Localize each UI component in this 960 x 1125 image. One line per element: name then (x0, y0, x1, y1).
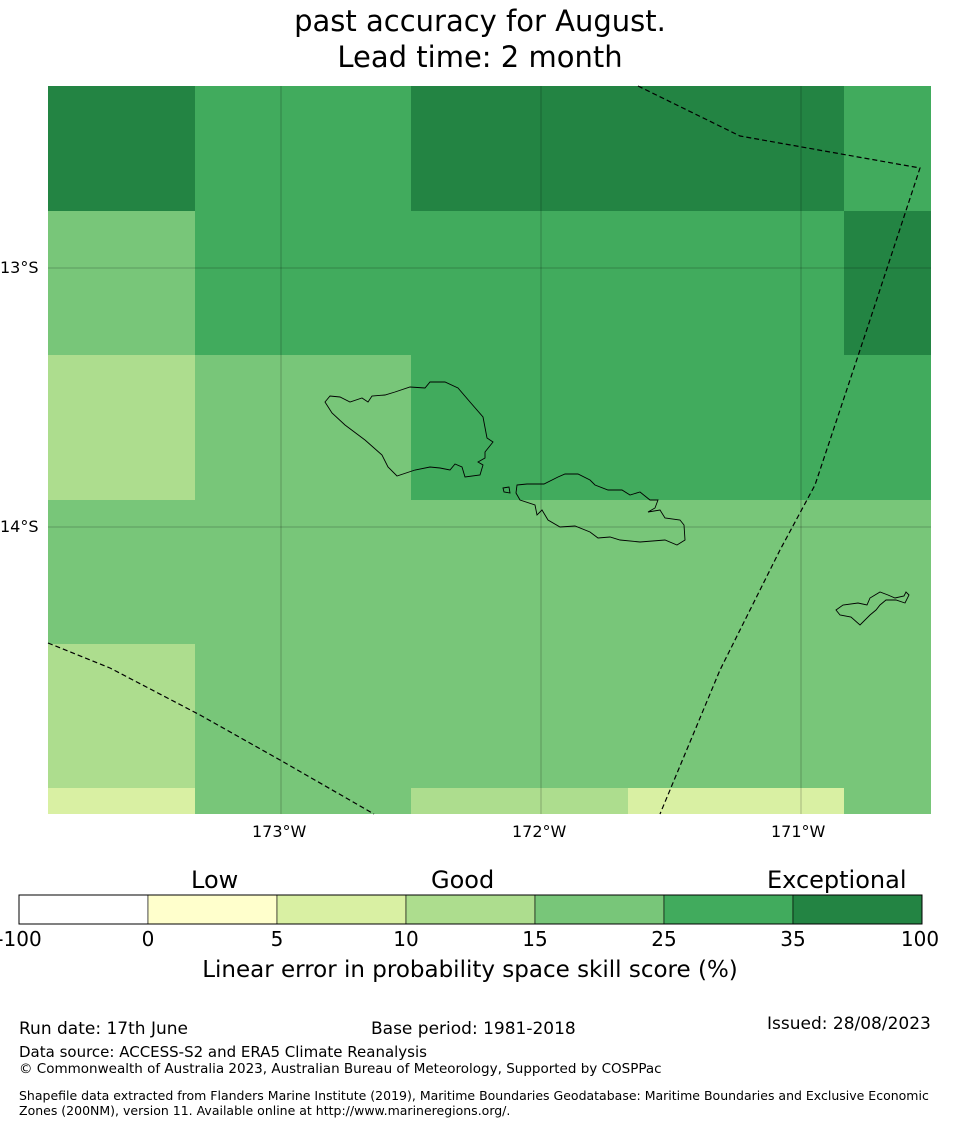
map-cell (48, 644, 195, 788)
tutuila-island (835, 591, 910, 626)
issued-date: Issued: 28/08/2023 (767, 1014, 931, 1034)
map-cell (48, 86, 195, 211)
colorbar-title: Linear error in probability space skill … (202, 957, 738, 983)
lon-label-171w: 171°W (771, 822, 826, 841)
lon-label-172w: 172°W (512, 822, 567, 841)
colorbar-segment (147, 894, 278, 925)
colorbar (18, 894, 923, 925)
colorbar-segment (792, 894, 923, 925)
colorbar-tick: 100 (900, 927, 940, 951)
colorbar-tick: 0 (141, 927, 155, 951)
colorbar-label-low: Low (191, 866, 239, 894)
eez-boundaries (47, 85, 921, 815)
map-cell (628, 788, 844, 814)
colorbar-tick: -100 (0, 927, 42, 951)
map-title-line-1: past accuracy for August. (294, 4, 666, 38)
map-cell (411, 86, 844, 211)
lon-label-173w: 173°W (252, 822, 307, 841)
map-cell (48, 211, 195, 355)
colorbar-label-exceptional: Exceptional (767, 866, 907, 894)
colorbar-segment (405, 894, 536, 925)
map-cell (411, 788, 628, 814)
lat-label-14s: 14°S (0, 517, 39, 536)
colorbar-segment (276, 894, 407, 925)
base-period: Base period: 1981-2018 (371, 1019, 576, 1039)
map-cell (844, 86, 931, 211)
islands (324, 381, 910, 626)
manono-islet (502, 486, 511, 494)
map-cell (844, 211, 931, 355)
colorbar-tick: 15 (522, 927, 548, 951)
colorbar-tick: 10 (393, 927, 419, 951)
colorbar-tick: 35 (780, 927, 806, 951)
map-cell (195, 86, 411, 211)
savaii-island (324, 381, 494, 478)
upolu-island (515, 473, 686, 546)
colorbar-frame (18, 894, 923, 925)
gridlines (48, 86, 931, 814)
colorbar-label-good: Good (431, 866, 495, 894)
data-source: Data source: ACCESS-S2 and ERA5 Climate … (19, 1043, 427, 1061)
shapefile-credit: Shapefile data extracted from Flanders M… (19, 1088, 929, 1118)
colorbar-segment (18, 894, 149, 925)
map-cell (195, 355, 411, 500)
map-title-line-2: Lead time: 2 month (337, 40, 623, 74)
map-cell (48, 788, 195, 814)
copyright: © Commonwealth of Australia 2023, Austra… (19, 1061, 662, 1077)
colorbar-tick: 5 (270, 927, 284, 951)
colorbar-segment (663, 894, 794, 925)
map-cell (195, 211, 844, 355)
map-cell (411, 355, 931, 500)
map-cell (48, 355, 195, 500)
colorbar-segment (534, 894, 665, 925)
colorbar-tick: 25 (651, 927, 677, 951)
map-grid-cells (48, 86, 931, 814)
run-date: Run date: 17th June (19, 1019, 188, 1039)
lat-label-13s: 13°S (0, 258, 39, 277)
